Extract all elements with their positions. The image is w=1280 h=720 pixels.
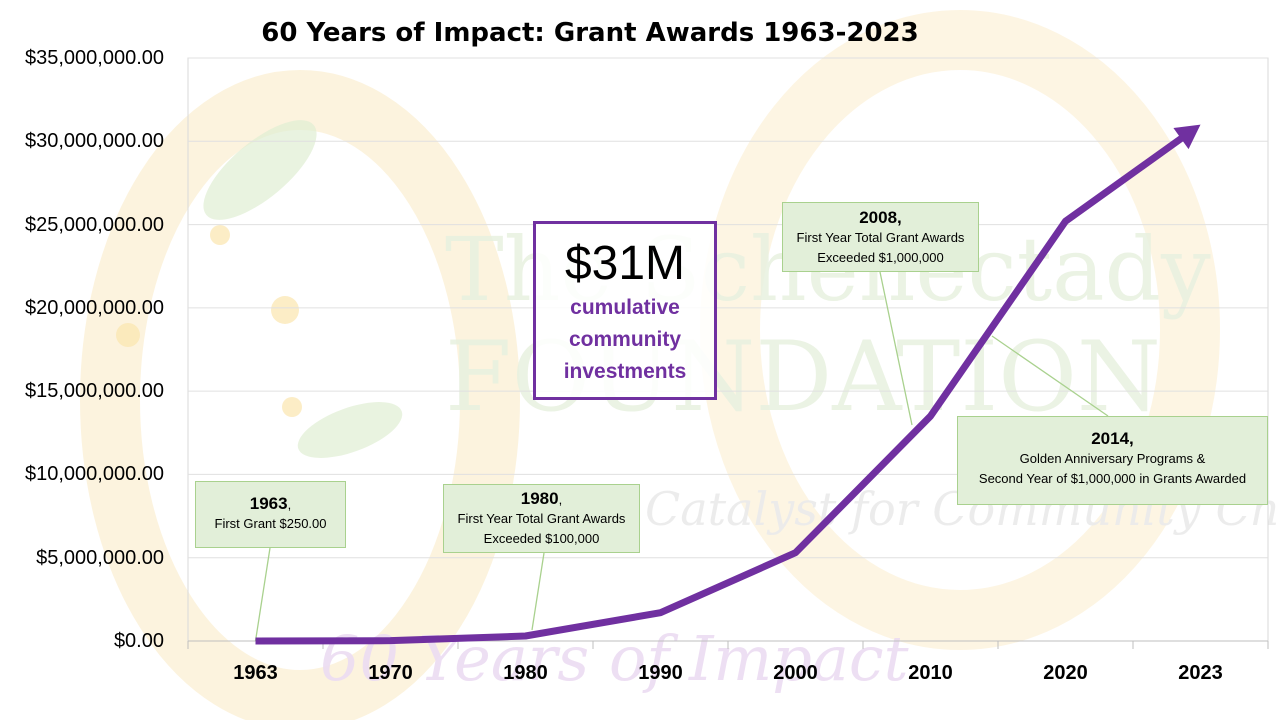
highlight-line-1: cumulative bbox=[570, 296, 680, 319]
y-tick-label: $5,000,000.00 bbox=[36, 546, 164, 569]
y-tick-label: $25,000,000.00 bbox=[24, 213, 164, 236]
y-tick-label: $15,000,000.00 bbox=[24, 380, 164, 403]
series-arrowhead bbox=[1173, 124, 1201, 150]
annotation-1963-year: 1963 bbox=[249, 494, 288, 513]
annotation-1963-line-1: First Grant $250.00 bbox=[214, 516, 327, 531]
x-tick-label: 2000 bbox=[773, 662, 818, 684]
annotation-1980-line-2: Exceeded $100,000 bbox=[483, 531, 600, 546]
annotation-1980: 1980, First Year Total Grant Awards Exce… bbox=[443, 484, 640, 553]
y-tick-label: $0.00 bbox=[113, 630, 164, 652]
annotation-leader-line bbox=[879, 271, 913, 426]
annotation-2008-year: 2008, bbox=[859, 208, 902, 227]
annotation-1980-line-1: First Year Total Grant Awards bbox=[457, 511, 626, 526]
y-tick-label: $35,000,000.00 bbox=[24, 47, 164, 69]
x-tick-label: 1970 bbox=[368, 662, 413, 684]
x-tick-label: 1990 bbox=[638, 662, 683, 684]
annotation-2014-year: 2014, bbox=[1091, 429, 1134, 448]
annotation-1963: 1963, First Grant $250.00 bbox=[195, 481, 346, 548]
x-tick-label: 2010 bbox=[908, 662, 953, 684]
cumulative-amount: $31M bbox=[564, 237, 686, 290]
cumulative-highlight-box: $31M cumulative community investments bbox=[533, 221, 717, 400]
x-tick-label: 1963 bbox=[233, 662, 278, 684]
annotation-leader-line bbox=[254, 547, 271, 642]
y-tick-label: $20,000,000.00 bbox=[24, 296, 164, 319]
annotation-1980-year: 1980 bbox=[520, 489, 559, 508]
annotation-2008-line-1: First Year Total Grant Awards bbox=[796, 230, 965, 245]
series-line bbox=[255, 132, 1187, 645]
annotation-2014: 2014, Golden Anniversary Programs & Seco… bbox=[957, 416, 1268, 505]
y-tick-label: $10,000,000.00 bbox=[24, 463, 164, 486]
annotation-1963-suffix: , bbox=[287, 497, 292, 512]
highlight-line-3: investments bbox=[563, 360, 687, 383]
chart-title: 60 Years of Impact: Grant Awards 1963-20… bbox=[261, 18, 919, 48]
highlight-line-2: community bbox=[568, 328, 681, 351]
watermark-60-years: 60 Years of Impact bbox=[320, 622, 909, 695]
x-tick-label: 2020 bbox=[1043, 662, 1088, 684]
annotation-2014-line-1: Golden Anniversary Programs & bbox=[1019, 451, 1206, 466]
annotation-leader-line bbox=[991, 335, 1109, 417]
annotation-1980-suffix: , bbox=[558, 492, 563, 507]
annotation-2008-line-2: Exceeded $1,000,000 bbox=[817, 250, 944, 265]
x-tick-label: 1980 bbox=[503, 662, 548, 684]
annotation-2008: 2008, First Year Total Grant Awards Exce… bbox=[782, 202, 979, 272]
annotation-leader-line bbox=[531, 552, 545, 631]
y-tick-label: $30,000,000.00 bbox=[24, 130, 164, 153]
annotation-2014-line-2: Second Year of $1,000,000 in Grants Awar… bbox=[978, 471, 1247, 486]
x-tick-label: 2023 bbox=[1178, 662, 1223, 684]
plot-frame bbox=[187, 57, 1269, 642]
